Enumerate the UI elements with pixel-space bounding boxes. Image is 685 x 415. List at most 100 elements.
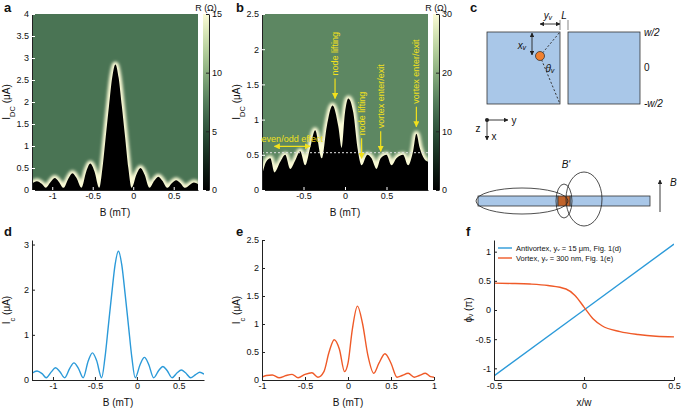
- tick-label: 1: [486, 247, 491, 257]
- y-axis: -1-0.500.51: [475, 241, 497, 381]
- tick-mark: [32, 14, 35, 15]
- tick-mark: [174, 187, 175, 190]
- guide: [568, 20, 569, 30]
- tick-label: 10: [442, 127, 452, 137]
- label-part: (μA): [1, 84, 12, 106]
- series-line: [32, 251, 204, 377]
- tick: 0: [486, 305, 497, 315]
- label-part: DC: [238, 106, 247, 117]
- tick-label: 5: [212, 127, 217, 137]
- tick-label: -1: [483, 364, 491, 374]
- tick: 0: [135, 377, 140, 391]
- y-axis-title: Ic (μA): [231, 296, 247, 324]
- tick: 0.5: [168, 187, 181, 201]
- tick-mark: [32, 380, 35, 381]
- y-axis: 0123: [24, 240, 35, 385]
- diagram-label: L: [561, 10, 567, 21]
- axis-line: [32, 241, 33, 381]
- diagram-label: y: [512, 115, 517, 126]
- tick: 2.5: [246, 9, 265, 19]
- superconducting-region: [262, 98, 428, 190]
- tick-mark: [32, 335, 35, 336]
- diagram-label: w/2: [644, 27, 660, 38]
- tick-mark: [32, 36, 35, 37]
- tick: 1: [24, 330, 35, 340]
- tick: 0: [582, 377, 587, 391]
- tick: -0.5: [85, 187, 101, 201]
- axis-line: [439, 15, 440, 191]
- figure: -1-0.500.500.511.522.533.54B (mT)IDC (μA…: [0, 0, 685, 415]
- annotation: node lifting: [357, 92, 367, 136]
- field-line: [556, 184, 572, 218]
- tick-mark: [179, 377, 180, 380]
- tick-mark: [348, 377, 349, 380]
- annotation: vortex enter/exit: [411, 39, 421, 104]
- tick: 3: [24, 53, 35, 63]
- tick-label: -0.5: [298, 381, 314, 391]
- annotation-arrow: [416, 107, 417, 127]
- plot-area: [262, 14, 428, 190]
- axis-line: [262, 15, 263, 191]
- tick-label: 0.5: [246, 347, 259, 357]
- tick-label: 4: [24, 9, 29, 19]
- superconducting-region: [32, 65, 198, 190]
- tick-label: 0: [582, 381, 587, 391]
- tick-mark: [584, 377, 585, 380]
- x-axis: -1-0.500.51: [258, 377, 437, 391]
- tick: 0: [346, 377, 351, 391]
- tick-mark: [93, 187, 94, 190]
- tick-mark: [262, 120, 265, 121]
- y-axis: 00.511.522.5: [246, 235, 265, 385]
- colorbar: [203, 14, 209, 190]
- tick-mark: [32, 58, 35, 59]
- y-axis: 051015: [206, 9, 222, 195]
- tick: 20: [436, 68, 452, 78]
- diagram-label: B: [670, 177, 677, 188]
- electrode-section: [478, 196, 558, 206]
- tick-label: 0.5: [668, 381, 681, 391]
- tick-mark: [32, 290, 35, 291]
- tick-mark: [387, 187, 388, 190]
- tick: 1.5: [16, 119, 35, 129]
- annotation-arrow: [361, 138, 362, 158]
- tick-mark: [262, 324, 265, 325]
- axis-line: [209, 15, 210, 191]
- tick-label: 1.5: [246, 80, 259, 90]
- tick-mark: [262, 296, 265, 297]
- diagram-label: B': [562, 159, 572, 170]
- tick-mark: [32, 102, 35, 103]
- tick: 2: [24, 97, 35, 107]
- tick-mark: [436, 73, 439, 74]
- label-part: (μA): [231, 296, 242, 318]
- tick: 0: [131, 187, 136, 201]
- tick-mark: [95, 377, 96, 380]
- label-part: (μA): [1, 296, 12, 318]
- field-line: [566, 172, 602, 226]
- tick-label: 2.5: [16, 75, 29, 85]
- tick-mark: [434, 377, 435, 380]
- electrode: [568, 32, 640, 104]
- tick-mark: [436, 131, 439, 132]
- tick: 1: [254, 115, 265, 125]
- panel-label: e: [236, 224, 243, 239]
- y-axis: 00.511.522.5: [246, 9, 265, 195]
- tick: -1: [49, 187, 57, 201]
- series-line: [494, 244, 674, 376]
- tick-label: 1: [432, 381, 437, 391]
- tick-label: 3: [24, 240, 29, 250]
- guide: [560, 20, 561, 30]
- tick-mark: [494, 252, 497, 253]
- tick-label: -0.5: [88, 381, 104, 391]
- diagram-label: yᵥ: [543, 10, 553, 21]
- tick-label: 0: [343, 191, 348, 201]
- tick-mark: [133, 187, 134, 190]
- y-axis-title: Ic (μA): [1, 296, 17, 324]
- colorbar-title: R (Ω): [425, 3, 447, 13]
- tick-label: -0.5: [85, 191, 101, 201]
- panel-label: f: [466, 224, 471, 239]
- axis-origin: [485, 118, 489, 122]
- tick-label: 1: [24, 141, 29, 151]
- tick: 2.5: [16, 75, 35, 85]
- tick-label: 0: [254, 185, 259, 195]
- tick-label: 0.5: [385, 381, 398, 391]
